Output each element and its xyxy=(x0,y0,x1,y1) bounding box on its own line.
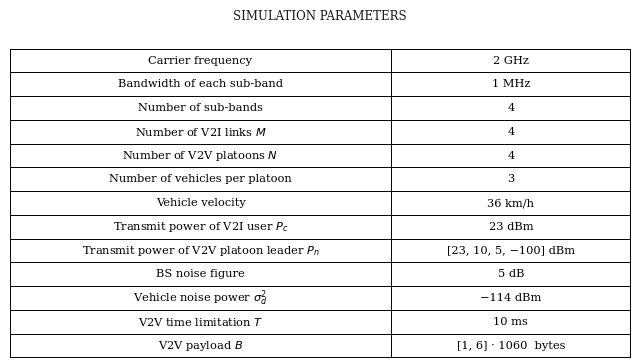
Text: −114 dBm: −114 dBm xyxy=(480,293,541,303)
Text: Bandwidth of each sub-band: Bandwidth of each sub-band xyxy=(118,79,283,90)
Text: Number of V2I links $M$: Number of V2I links $M$ xyxy=(134,126,266,138)
Text: 23 dBm: 23 dBm xyxy=(488,222,533,232)
Text: 36 km/h: 36 km/h xyxy=(488,198,534,208)
Text: 4: 4 xyxy=(508,127,515,137)
Text: V2V time limitation $T$: V2V time limitation $T$ xyxy=(138,316,263,328)
Text: Transmit power of V2I user $P_c$: Transmit power of V2I user $P_c$ xyxy=(113,220,288,234)
Text: 5 dB: 5 dB xyxy=(498,269,524,279)
Text: 4: 4 xyxy=(508,151,515,161)
Text: Number of sub-bands: Number of sub-bands xyxy=(138,103,263,113)
Text: BS noise figure: BS noise figure xyxy=(156,269,245,279)
Text: V2V payload $B$: V2V payload $B$ xyxy=(158,339,243,353)
Text: Vehicle velocity: Vehicle velocity xyxy=(156,198,245,208)
Bar xyxy=(10,49,630,357)
Text: Transmit power of V2V platoon leader $P_n$: Transmit power of V2V platoon leader $P_… xyxy=(82,244,319,257)
Text: Number of V2V platoons $N$: Number of V2V platoons $N$ xyxy=(122,149,278,162)
Text: Vehicle noise power $\sigma_d^2$: Vehicle noise power $\sigma_d^2$ xyxy=(133,288,268,308)
Text: [1, 6] · 1060  bytes: [1, 6] · 1060 bytes xyxy=(457,340,565,351)
Text: 2 GHz: 2 GHz xyxy=(493,56,529,66)
Text: 10 ms: 10 ms xyxy=(493,317,529,327)
Text: 4: 4 xyxy=(508,103,515,113)
Text: SIMULATION PARAMETERS: SIMULATION PARAMETERS xyxy=(233,10,407,23)
Text: Carrier frequency: Carrier frequency xyxy=(148,56,253,66)
Text: 1 MHz: 1 MHz xyxy=(492,79,530,90)
Text: 3: 3 xyxy=(508,174,515,184)
Text: Number of vehicles per platoon: Number of vehicles per platoon xyxy=(109,174,292,184)
Text: [23, 10, 5, −100] dBm: [23, 10, 5, −100] dBm xyxy=(447,245,575,256)
